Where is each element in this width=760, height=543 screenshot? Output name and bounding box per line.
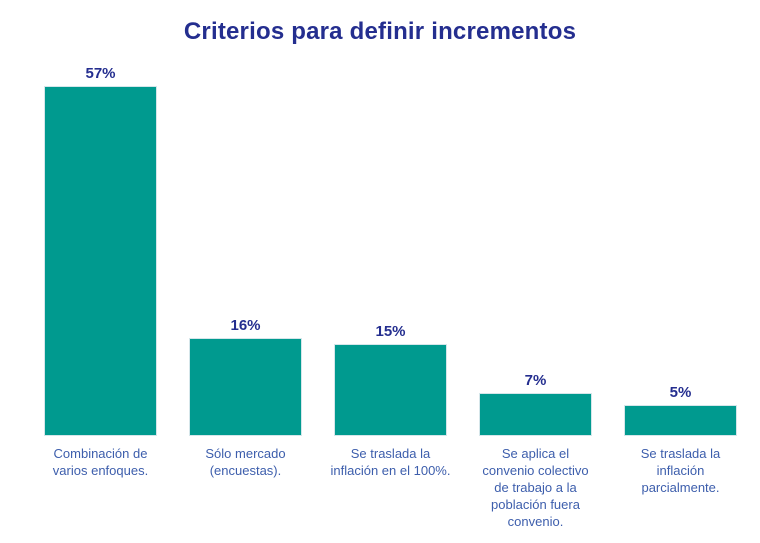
- bar-group: 16% Sólo mercado (encuestas).: [173, 64, 318, 530]
- bar-value-label: 7%: [524, 372, 547, 389]
- bar-value-label: 5%: [669, 384, 692, 401]
- category-label: Sólo mercado (encuestas).: [205, 446, 286, 478]
- bar-group: 7% Se aplica el convenio colectivo de tra…: [463, 64, 608, 530]
- bar-group: 57% Combinación de varios enfoques.: [28, 64, 173, 530]
- bar: [479, 393, 592, 436]
- bar-value-label: 57%: [85, 65, 116, 82]
- bar-area: 7%: [479, 64, 592, 436]
- bar-value-label: 16%: [230, 317, 261, 334]
- bar-group: 5% Se traslada la inflación parcialmente.: [608, 64, 753, 530]
- category-label: Se traslada la inflación en el 100%.: [330, 446, 451, 478]
- bar-value-label: 15%: [375, 323, 406, 340]
- bar-area: 16%: [189, 64, 302, 436]
- bar: [624, 405, 737, 436]
- bar-group: 15% Se traslada la inflación en el 100%.: [318, 64, 463, 530]
- bar-area: 15%: [334, 64, 447, 436]
- bar: [334, 344, 447, 436]
- bar: [189, 338, 302, 436]
- category-label: Se aplica el convenio colectivo de traba…: [482, 446, 589, 529]
- bar-chart: 57% Combinación de varios enfoques. 16% Sól…: [28, 64, 760, 530]
- bar-area: 5%: [624, 64, 737, 436]
- category-label: Combinación de varios enfoques.: [52, 446, 149, 478]
- bar-area: 57%: [44, 64, 157, 436]
- bar: [44, 86, 157, 436]
- category-label: Se traslada la inflación parcialmente.: [640, 446, 721, 495]
- chart-title: Criterios para definir incrementos: [183, 18, 577, 45]
